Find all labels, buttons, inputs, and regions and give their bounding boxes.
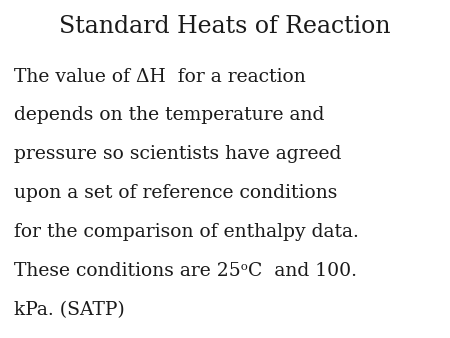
Text: The value of ΔH  for a reaction: The value of ΔH for a reaction [14,68,305,86]
Text: kPa. (SATP): kPa. (SATP) [14,301,124,319]
Text: pressure so scientists have agreed: pressure so scientists have agreed [14,145,341,163]
Text: depends on the temperature and: depends on the temperature and [14,106,324,124]
Text: Standard Heats of Reaction: Standard Heats of Reaction [59,15,391,38]
Text: for the comparison of enthalpy data.: for the comparison of enthalpy data. [14,223,358,241]
Text: These conditions are 25ᵒC  and 100.: These conditions are 25ᵒC and 100. [14,262,356,280]
Text: upon a set of reference conditions: upon a set of reference conditions [14,184,337,202]
